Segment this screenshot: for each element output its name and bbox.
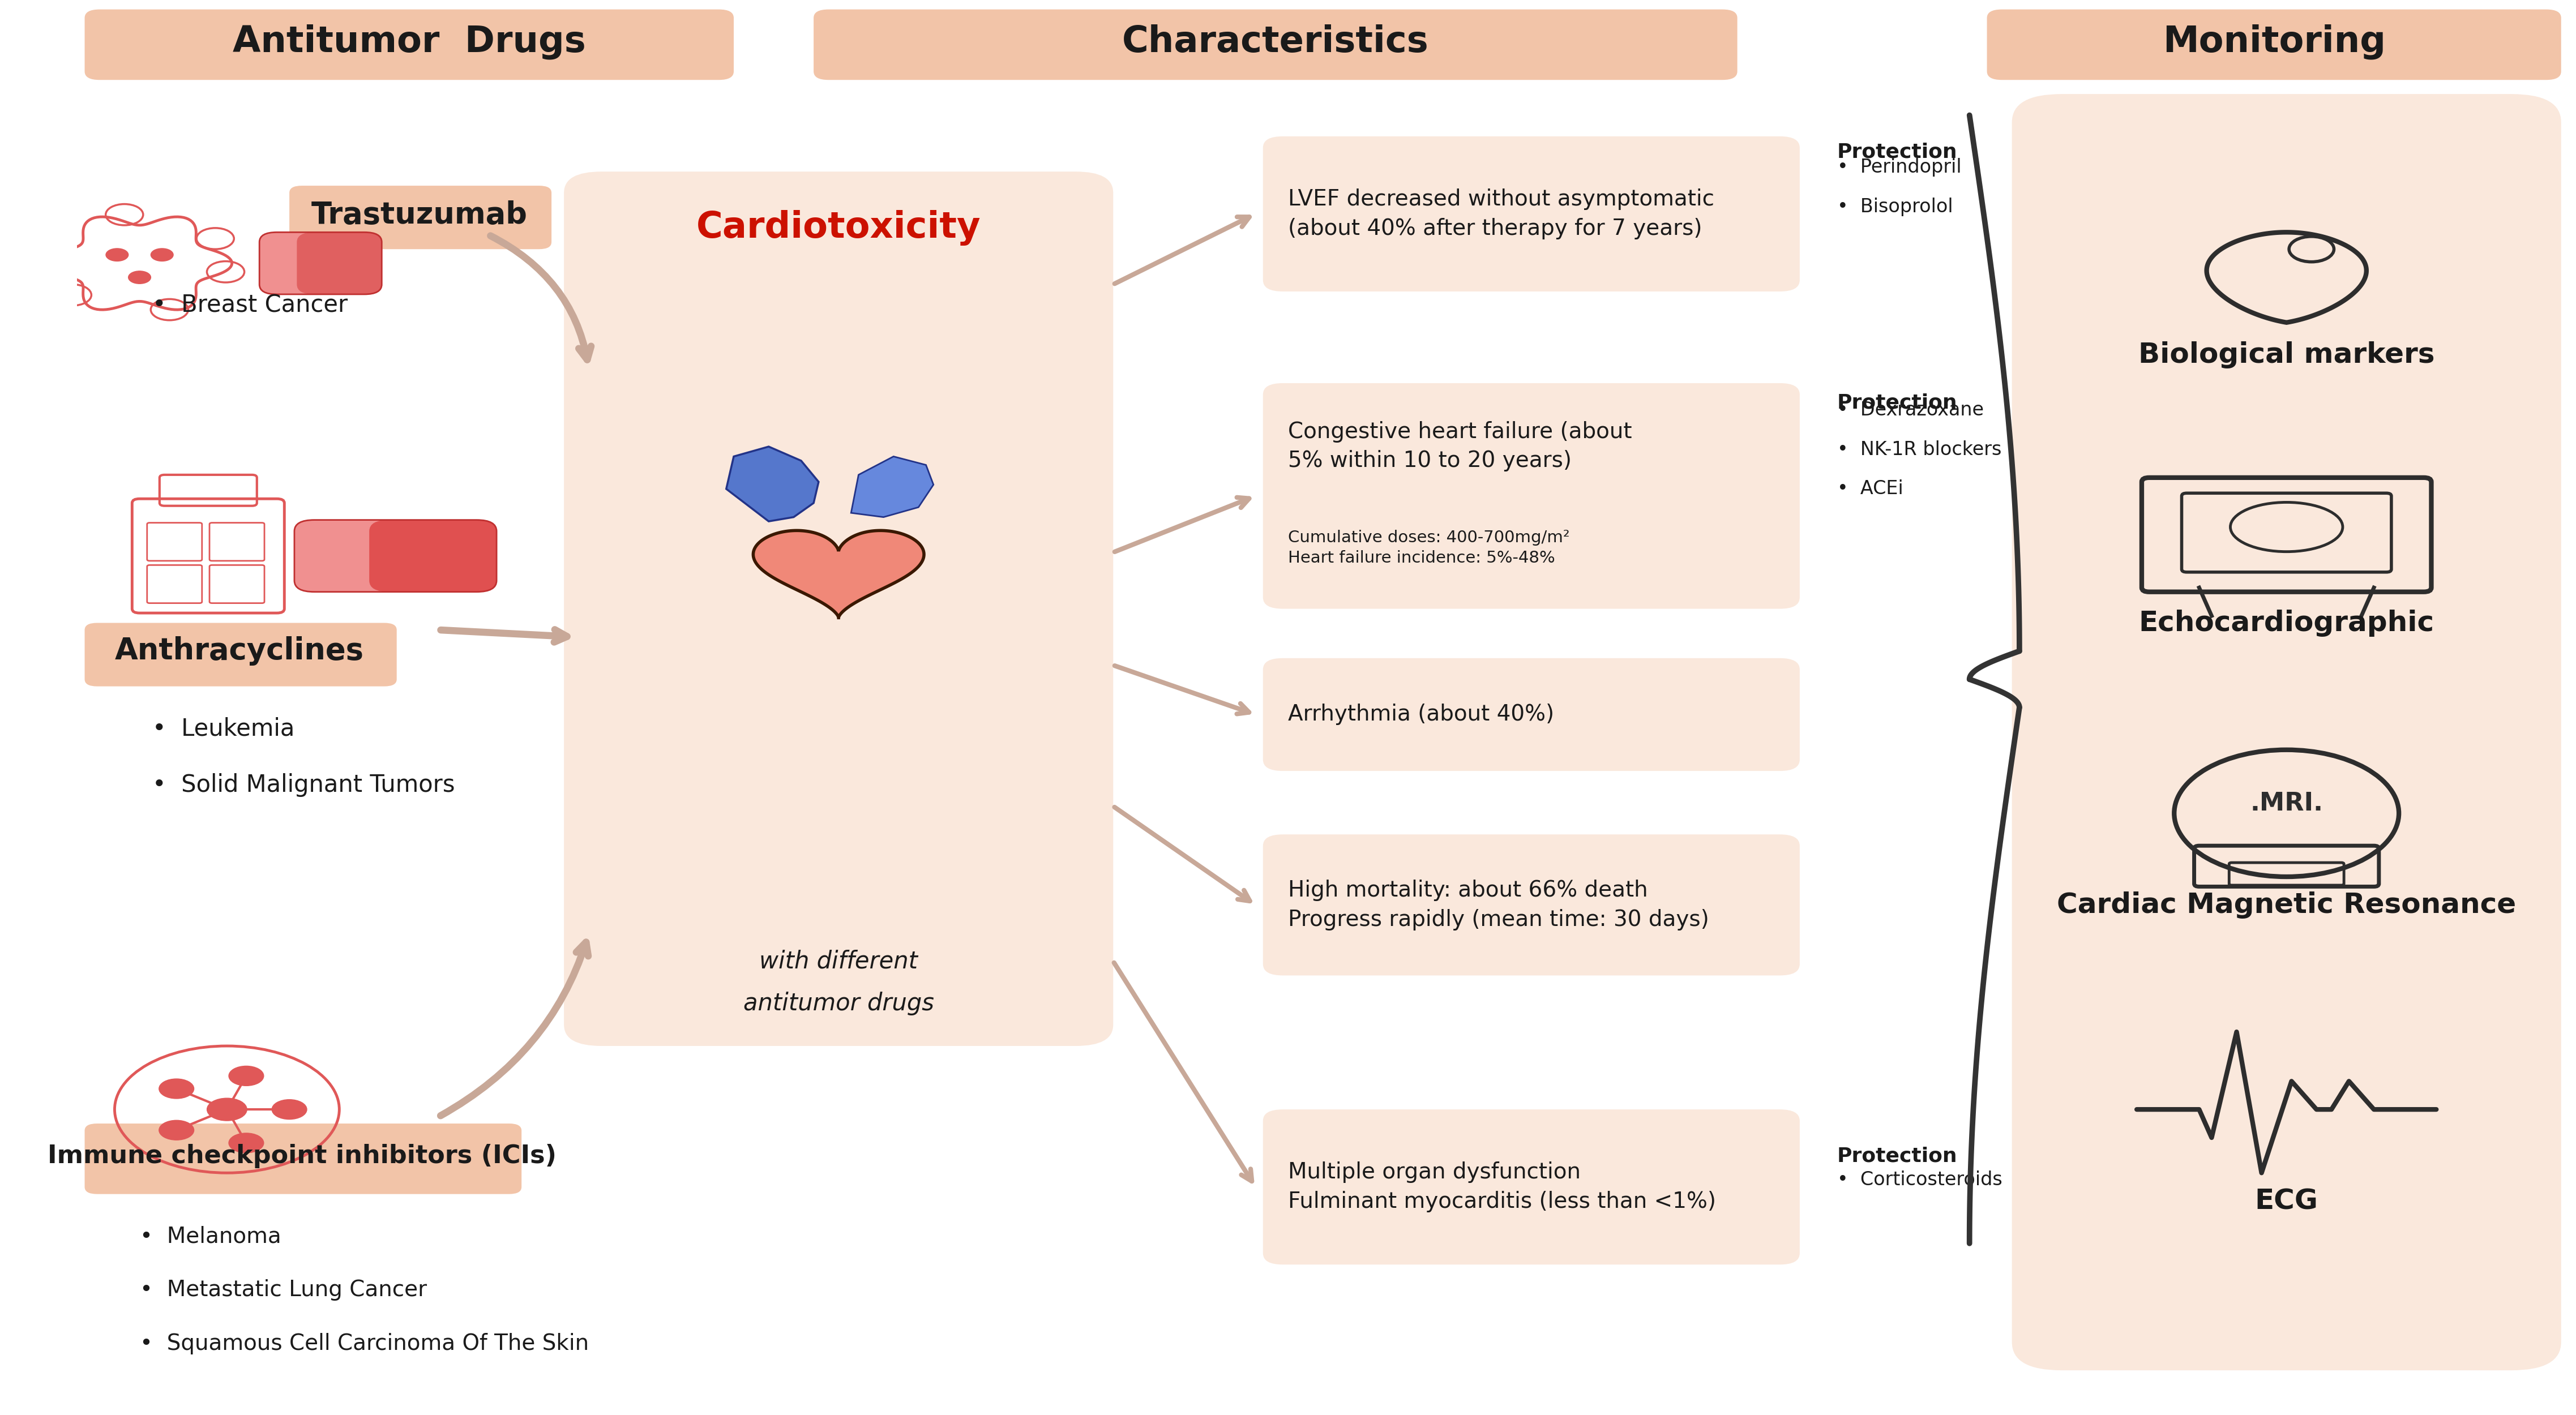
Text: Protection: Protection bbox=[1837, 143, 1958, 161]
Text: •  Metastatic Lung Cancer: • Metastatic Lung Cancer bbox=[139, 1279, 428, 1300]
Text: •  Dexrazoxane: • Dexrazoxane bbox=[1837, 400, 1984, 419]
FancyBboxPatch shape bbox=[289, 185, 551, 249]
Text: •  ACEi: • ACEi bbox=[1837, 480, 1904, 498]
Text: •  Corticosteroids: • Corticosteroids bbox=[1837, 1170, 2002, 1189]
Text: Immune checkpoint inhibitors (ICIs): Immune checkpoint inhibitors (ICIs) bbox=[46, 1143, 556, 1169]
Text: Cumulative doses: 400-700mg/m²
Heart failure incidence: 5%-48%: Cumulative doses: 400-700mg/m² Heart fai… bbox=[1288, 529, 1569, 566]
FancyBboxPatch shape bbox=[1262, 383, 1801, 608]
Circle shape bbox=[129, 272, 152, 284]
PathPatch shape bbox=[752, 531, 925, 618]
FancyBboxPatch shape bbox=[368, 519, 497, 591]
Text: •  Melanoma: • Melanoma bbox=[139, 1225, 281, 1247]
Circle shape bbox=[152, 249, 173, 262]
Text: Protection: Protection bbox=[1837, 393, 1958, 413]
FancyBboxPatch shape bbox=[564, 171, 1113, 1046]
Circle shape bbox=[229, 1133, 263, 1153]
Circle shape bbox=[273, 1099, 307, 1119]
Text: Anthracyclines: Anthracyclines bbox=[116, 637, 363, 666]
Text: High mortality: about 66% death
Progress rapidly (mean time: 30 days): High mortality: about 66% death Progress… bbox=[1288, 880, 1708, 930]
FancyBboxPatch shape bbox=[85, 1124, 520, 1194]
FancyBboxPatch shape bbox=[1262, 1109, 1801, 1265]
Text: .MRI.: .MRI. bbox=[2249, 791, 2324, 815]
Text: LVEF decreased without asymptomatic
(about 40% after therapy for 7 years): LVEF decreased without asymptomatic (abo… bbox=[1288, 188, 1713, 239]
FancyBboxPatch shape bbox=[260, 232, 381, 294]
Text: Echocardiographic: Echocardiographic bbox=[2138, 610, 2434, 637]
Text: •  Squamous Cell Carcinoma Of The Skin: • Squamous Cell Carcinoma Of The Skin bbox=[139, 1333, 587, 1354]
FancyBboxPatch shape bbox=[296, 232, 381, 294]
Text: with different: with different bbox=[760, 949, 917, 974]
FancyBboxPatch shape bbox=[1986, 10, 2561, 79]
Text: •  Solid Malignant Tumors: • Solid Malignant Tumors bbox=[152, 773, 456, 797]
Text: Multiple organ dysfunction
Fulminant myocarditis (less than <1%): Multiple organ dysfunction Fulminant myo… bbox=[1288, 1162, 1716, 1213]
FancyBboxPatch shape bbox=[85, 10, 734, 79]
Circle shape bbox=[206, 1098, 247, 1121]
Text: ECG: ECG bbox=[2254, 1187, 2318, 1214]
Text: •  NK-1R blockers: • NK-1R blockers bbox=[1837, 440, 2002, 458]
Polygon shape bbox=[850, 457, 933, 516]
FancyBboxPatch shape bbox=[1262, 136, 1801, 291]
FancyBboxPatch shape bbox=[814, 10, 1736, 79]
Text: Cardiac Magnetic Resonance: Cardiac Magnetic Resonance bbox=[2056, 891, 2517, 918]
Text: Biological markers: Biological markers bbox=[2138, 341, 2434, 368]
FancyBboxPatch shape bbox=[294, 519, 497, 591]
FancyBboxPatch shape bbox=[1262, 835, 1801, 975]
Text: Monitoring: Monitoring bbox=[2161, 24, 2385, 59]
Text: •  Bisoprolol: • Bisoprolol bbox=[1837, 198, 1953, 216]
FancyBboxPatch shape bbox=[1262, 658, 1801, 771]
Circle shape bbox=[160, 1121, 193, 1140]
FancyBboxPatch shape bbox=[85, 623, 397, 686]
Polygon shape bbox=[726, 447, 819, 521]
Text: •  Perindopril: • Perindopril bbox=[1837, 158, 1960, 177]
Circle shape bbox=[106, 249, 129, 262]
Text: antitumor drugs: antitumor drugs bbox=[744, 992, 935, 1016]
Text: Cardiotoxicity: Cardiotoxicity bbox=[696, 211, 981, 246]
Text: Trastuzumab: Trastuzumab bbox=[312, 201, 528, 231]
Text: Congestive heart failure (about
5% within 10 to 20 years): Congestive heart failure (about 5% withi… bbox=[1288, 422, 1631, 471]
Text: Characteristics: Characteristics bbox=[1123, 24, 1430, 59]
Circle shape bbox=[160, 1078, 193, 1098]
Text: Antitumor  Drugs: Antitumor Drugs bbox=[232, 24, 585, 59]
FancyBboxPatch shape bbox=[2012, 93, 2561, 1370]
Circle shape bbox=[229, 1065, 263, 1085]
Text: Protection: Protection bbox=[1837, 1146, 1958, 1166]
Text: Arrhythmia (about 40%): Arrhythmia (about 40%) bbox=[1288, 703, 1553, 726]
Text: •  Breast Cancer: • Breast Cancer bbox=[152, 294, 348, 317]
Text: •  Leukemia: • Leukemia bbox=[152, 717, 294, 740]
